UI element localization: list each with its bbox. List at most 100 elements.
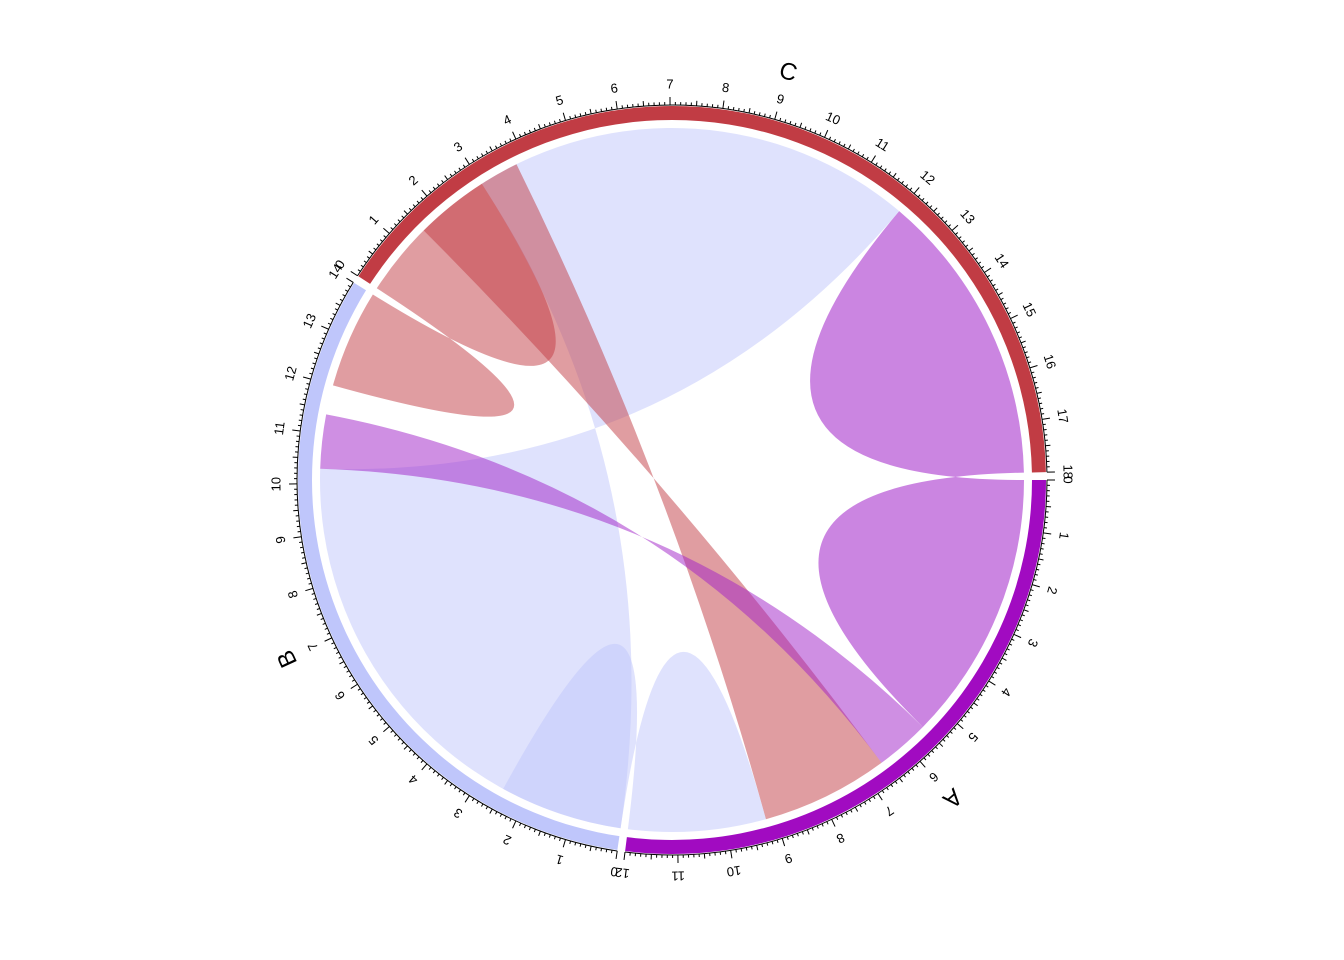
minor-tick	[1015, 629, 1019, 632]
minor-tick	[909, 187, 913, 191]
tick-label: 6	[332, 689, 349, 703]
tick-label: 1	[366, 212, 382, 227]
minor-tick	[1039, 402, 1043, 405]
minor-tick	[333, 646, 337, 650]
minor-tick	[347, 284, 351, 288]
minor-tick	[605, 849, 608, 853]
minor-tick	[305, 388, 309, 390]
minor-tick	[953, 727, 957, 730]
minor-tick	[519, 822, 522, 827]
minor-tick	[349, 674, 353, 678]
minor-tick	[574, 114, 577, 118]
minor-tick	[548, 122, 551, 126]
minor-tick	[776, 839, 779, 843]
minor-tick	[304, 567, 308, 570]
minor-tick	[935, 746, 938, 750]
minor-tick	[390, 730, 394, 733]
minor-tick	[888, 171, 892, 175]
minor-tick	[458, 167, 461, 171]
minor-tick	[925, 201, 929, 205]
minor-tick	[326, 632, 330, 635]
minor-tick	[816, 825, 819, 829]
sector-b	[297, 282, 620, 850]
minor-tick	[993, 671, 998, 674]
tick-label: 2	[406, 172, 421, 188]
minor-tick	[901, 180, 904, 184]
tick-label: 10	[268, 477, 283, 492]
minor-tick	[357, 269, 361, 272]
minor-tick	[784, 119, 787, 123]
minor-tick	[738, 107, 740, 112]
minor-tick	[584, 111, 587, 116]
minor-tick	[826, 821, 829, 825]
sector-name-a: A	[938, 783, 968, 814]
minor-tick	[335, 302, 341, 306]
minor-tick	[313, 351, 320, 355]
minor-tick	[764, 113, 766, 117]
minor-tick	[948, 224, 951, 227]
minor-tick	[401, 215, 405, 219]
minor-tick	[307, 577, 311, 580]
minor-tick	[843, 143, 846, 147]
minor-tick	[444, 175, 449, 180]
minor-tick	[946, 735, 950, 738]
minor-tick	[310, 367, 314, 370]
chord-sectors	[297, 106, 1046, 854]
minor-tick	[903, 774, 906, 778]
minor-tick	[383, 235, 387, 238]
minor-tick	[595, 847, 597, 851]
minor-tick	[879, 165, 883, 169]
minor-tick	[989, 279, 993, 282]
minor-tick	[965, 244, 969, 248]
tick-label: 2	[1044, 585, 1060, 596]
minor-tick	[751, 846, 753, 850]
tick-label: 3	[451, 138, 465, 155]
minor-tick	[1009, 643, 1013, 646]
tick-label: 0	[609, 864, 618, 880]
minor-tick	[436, 183, 440, 187]
minor-tick	[907, 771, 911, 775]
minor-tick	[868, 798, 871, 802]
minor-tick	[339, 298, 343, 302]
minor-tick	[462, 164, 466, 168]
minor-tick	[538, 830, 541, 836]
minor-tick	[1037, 563, 1041, 566]
tick-label: 7	[666, 76, 673, 91]
minor-tick	[873, 796, 876, 800]
major-tick	[1010, 314, 1018, 320]
minor-tick	[321, 337, 325, 340]
minor-tick	[854, 806, 859, 812]
minor-tick	[761, 843, 764, 848]
minor-tick	[976, 698, 980, 701]
minor-tick	[1035, 387, 1039, 389]
major-tick	[421, 763, 428, 771]
tick-label: 4	[406, 772, 421, 788]
major-tick	[623, 851, 626, 861]
tick-label: 11	[271, 421, 288, 436]
minor-tick	[312, 362, 316, 365]
minor-tick	[828, 136, 832, 140]
minor-tick	[393, 223, 397, 226]
tick-label: 3	[451, 805, 465, 822]
minor-tick	[958, 236, 962, 239]
major-tick	[305, 587, 314, 592]
minor-tick	[961, 240, 965, 244]
minor-tick	[432, 186, 436, 190]
minor-tick	[833, 138, 836, 143]
major-tick	[324, 637, 333, 642]
minor-tick	[504, 140, 507, 144]
minor-tick	[1030, 589, 1034, 592]
minor-tick	[974, 257, 978, 260]
minor-tick	[986, 274, 991, 278]
minor-tick	[543, 124, 546, 128]
minor-tick	[600, 848, 603, 852]
major-tick	[464, 795, 470, 803]
minor-tick	[403, 210, 408, 215]
minor-tick	[420, 197, 424, 200]
minor-tick	[471, 158, 475, 162]
minor-tick	[574, 842, 577, 846]
minor-tick	[1028, 361, 1032, 364]
minor-tick	[899, 777, 903, 783]
minor-tick	[866, 156, 869, 160]
minor-tick	[1016, 331, 1020, 334]
